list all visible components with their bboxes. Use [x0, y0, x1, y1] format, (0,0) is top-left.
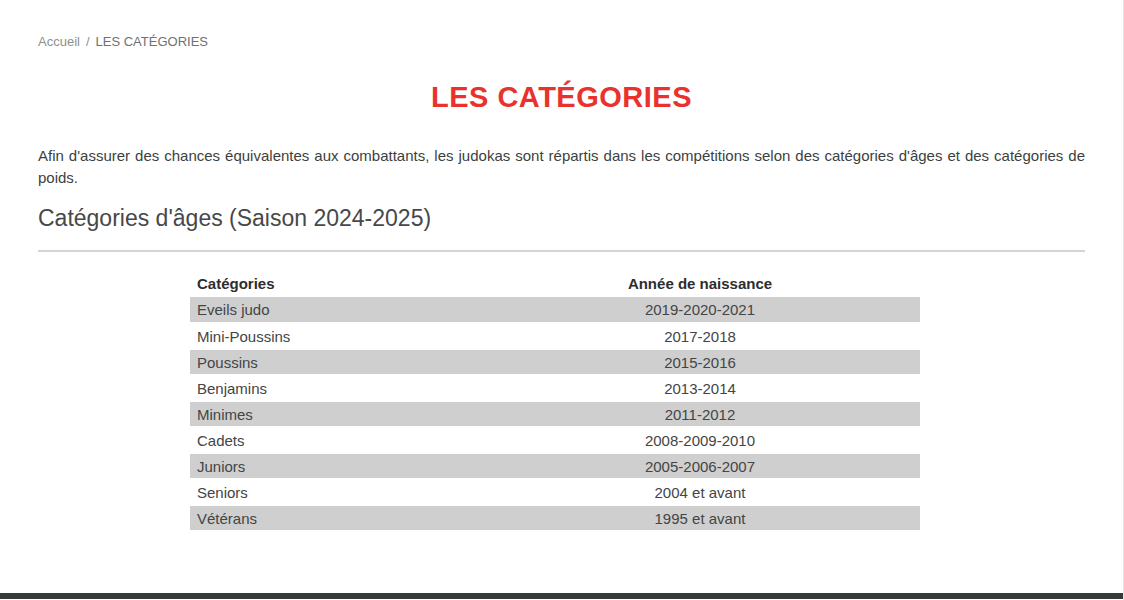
category-cell: Juniors	[190, 453, 480, 479]
breadcrumb-current: LES CATÉGORIES	[96, 34, 208, 49]
breadcrumb-separator: /	[86, 34, 90, 49]
table-row: Benjamins2013-2014	[190, 375, 920, 401]
category-cell: Eveils judo	[190, 297, 480, 323]
breadcrumb: Accueil / LES CATÉGORIES	[38, 0, 1085, 49]
birth-year-cell: 2005-2006-2007	[480, 453, 920, 479]
section-heading-age-categories: Catégories d'âges (Saison 2024-2025)	[38, 205, 1085, 231]
birth-year-cell: 2011-2012	[480, 401, 920, 427]
birth-year-cell: 2015-2016	[480, 349, 920, 375]
table-row: Vétérans1995 et avant	[190, 505, 920, 531]
content-area: Accueil / LES CATÉGORIES LES CATÉGORIES Af…	[0, 0, 1123, 532]
table-row: Poussins2015-2016	[190, 349, 920, 375]
table-row: Mini-Poussins2017-2018	[190, 323, 920, 349]
intro-paragraph: Afin d'assurer des chances équivalentes …	[38, 145, 1085, 189]
category-cell: Poussins	[190, 349, 480, 375]
age-table-header-row: Catégories Année de naissance	[190, 269, 920, 297]
category-cell: Seniors	[190, 479, 480, 505]
table-row: Juniors2005-2006-2007	[190, 453, 920, 479]
header-categories: Catégories	[190, 269, 480, 297]
page-title: LES CATÉGORIES	[38, 82, 1085, 112]
age-categories-table: Catégories Année de naissance Eveils jud…	[190, 269, 920, 532]
table-row: Cadets2008-2009-2010	[190, 427, 920, 453]
category-cell: Mini-Poussins	[190, 323, 480, 349]
table-row: Minimes2011-2012	[190, 401, 920, 427]
table-row: Eveils judo2019-2020-2021	[190, 297, 920, 323]
birth-year-cell: 2019-2020-2021	[480, 297, 920, 323]
page: Accueil / LES CATÉGORIES LES CATÉGORIES Af…	[0, 0, 1124, 600]
table-row: Seniors2004 et avant	[190, 479, 920, 505]
category-cell: Cadets	[190, 427, 480, 453]
birth-year-cell: 2017-2018	[480, 323, 920, 349]
age-table-body: Eveils judo2019-2020-2021Mini-Poussins20…	[190, 297, 920, 531]
age-table-head: Catégories Année de naissance	[190, 269, 920, 297]
breadcrumb-home-link[interactable]: Accueil	[38, 34, 80, 49]
category-cell: Vétérans	[190, 505, 480, 531]
category-cell: Benjamins	[190, 375, 480, 401]
footer-dark-bar	[0, 593, 1123, 599]
birth-year-cell: 2013-2014	[480, 375, 920, 401]
section-divider	[38, 250, 1085, 252]
category-cell: Minimes	[190, 401, 480, 427]
header-birth-year: Année de naissance	[480, 269, 920, 297]
birth-year-cell: 2004 et avant	[480, 479, 920, 505]
birth-year-cell: 1995 et avant	[480, 505, 920, 531]
birth-year-cell: 2008-2009-2010	[480, 427, 920, 453]
